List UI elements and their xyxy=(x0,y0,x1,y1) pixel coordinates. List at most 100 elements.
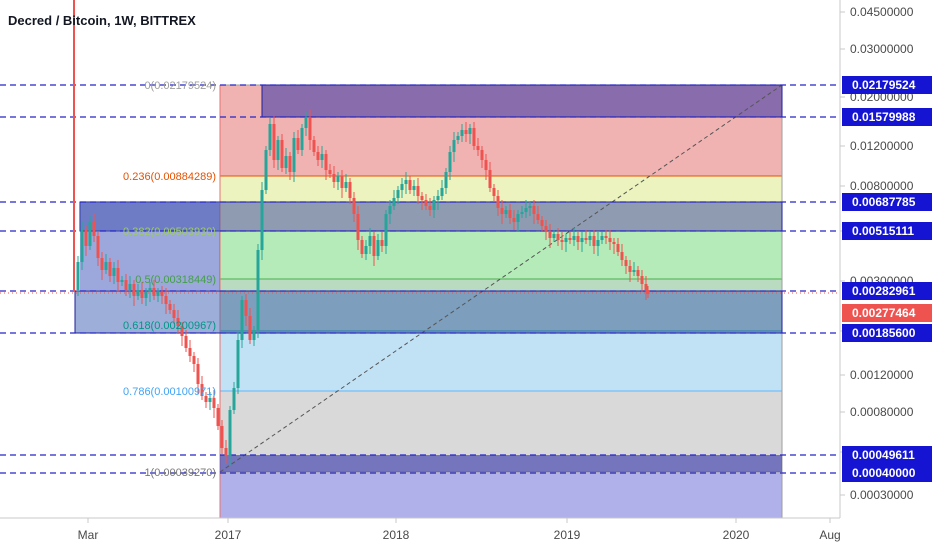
level-tag: 0.00049611 xyxy=(842,446,932,464)
candle xyxy=(212,390,216,418)
candle xyxy=(336,172,340,190)
rect-top-zone[interactable] xyxy=(261,84,783,118)
candle xyxy=(308,110,312,150)
level-tag: 0.01579988 xyxy=(842,108,932,126)
level-tag: 0.00185600 xyxy=(842,324,932,342)
fib-labels: 0(0.02179524) 0.236(0.00884289) 0.382(0.00… xyxy=(123,80,216,479)
candle xyxy=(552,230,556,242)
price-tick-label: 0.03000000 xyxy=(850,42,914,56)
candle xyxy=(388,200,392,224)
level-tag: 0.00282961 xyxy=(842,282,932,300)
candle xyxy=(624,256,628,274)
rectangle-drawings[interactable] xyxy=(74,84,783,472)
candle xyxy=(520,206,524,218)
candle xyxy=(108,258,112,282)
candle xyxy=(228,406,232,466)
candle xyxy=(560,232,564,250)
level-tag-label: 0.01579988 xyxy=(852,110,916,124)
price-tick-label: 0.04500000 xyxy=(850,5,914,19)
candle xyxy=(272,116,276,168)
time-tick-label: Mar xyxy=(78,528,99,542)
rect-left-block[interactable] xyxy=(80,202,220,291)
candle xyxy=(632,262,636,276)
candle xyxy=(300,124,304,156)
candle xyxy=(460,124,464,142)
candle xyxy=(128,276,132,298)
candle xyxy=(216,404,220,430)
candle xyxy=(646,286,650,298)
price-tick-label: 0.00030000 xyxy=(850,488,914,502)
fib-level-label: 0.786(0.00100971) xyxy=(123,386,216,398)
candle xyxy=(524,200,528,218)
candle xyxy=(196,358,200,394)
candle xyxy=(448,146,452,180)
candle xyxy=(296,130,300,154)
candle xyxy=(188,340,192,362)
level-tag-label: 0.00687785 xyxy=(852,195,916,209)
candle xyxy=(472,122,476,150)
candlestick-series[interactable] xyxy=(73,0,650,466)
candle xyxy=(540,216,544,232)
level-tag: 0.00687785 xyxy=(842,193,932,211)
candle xyxy=(452,132,456,162)
fib-level-label: 0.618(0.00200967) xyxy=(123,320,216,332)
candle xyxy=(316,146,320,166)
candle xyxy=(116,260,120,292)
candle xyxy=(160,286,164,304)
candle xyxy=(276,136,280,170)
candle xyxy=(504,206,508,218)
time-axis[interactable]: Mar 2017 2018 2019 2020 Aug xyxy=(0,517,841,542)
candle xyxy=(148,282,152,302)
candle xyxy=(200,376,204,400)
time-tick-label: 2018 xyxy=(383,528,410,542)
level-tag-label: 0.00049611 xyxy=(852,448,915,462)
candle xyxy=(356,206,360,250)
candle xyxy=(92,214,96,242)
candle xyxy=(256,244,260,338)
fib-zone-0618-0786 xyxy=(220,331,782,391)
candle xyxy=(172,304,176,324)
candle xyxy=(264,146,268,194)
candle xyxy=(628,260,632,282)
candle xyxy=(360,236,364,258)
candle xyxy=(232,382,236,414)
candle xyxy=(288,152,292,180)
fib-level-label: 0(0.02179524) xyxy=(144,80,216,92)
candle xyxy=(124,274,128,296)
time-tick-label: 2020 xyxy=(723,528,750,542)
candle xyxy=(364,240,368,260)
candle xyxy=(488,162,492,192)
price-tick-label: 0.00080000 xyxy=(850,405,914,419)
price-tick-label: 0.01200000 xyxy=(850,139,914,153)
candle xyxy=(592,230,596,254)
candle xyxy=(320,146,324,168)
candle xyxy=(564,234,568,252)
fib-level-label: 1(0.00039270) xyxy=(144,467,216,479)
candle xyxy=(120,276,124,286)
candle xyxy=(580,232,584,252)
candle xyxy=(348,178,352,204)
candle xyxy=(224,440,228,464)
level-lines[interactable] xyxy=(0,84,840,474)
candle xyxy=(420,192,424,210)
candle xyxy=(324,150,328,180)
price-axis[interactable]: 0.045000000.030000000.020000000.01200000… xyxy=(839,0,932,518)
candle xyxy=(404,172,408,194)
candle xyxy=(636,266,640,282)
candle xyxy=(248,308,252,344)
candle xyxy=(604,230,608,244)
candle xyxy=(412,180,416,196)
fib-level-label: 0.236(0.00884289) xyxy=(123,171,216,183)
rect-bottom-zone[interactable] xyxy=(220,455,782,472)
candle xyxy=(176,310,180,334)
rect-support-zone[interactable] xyxy=(74,290,783,334)
candle xyxy=(548,224,552,248)
candle xyxy=(608,230,612,250)
candle xyxy=(352,192,356,222)
level-tag: 0.02179524 xyxy=(842,76,932,94)
candle xyxy=(268,118,272,156)
candle xyxy=(252,326,256,346)
fib-trend-line[interactable] xyxy=(219,84,783,473)
candle xyxy=(640,270,644,292)
